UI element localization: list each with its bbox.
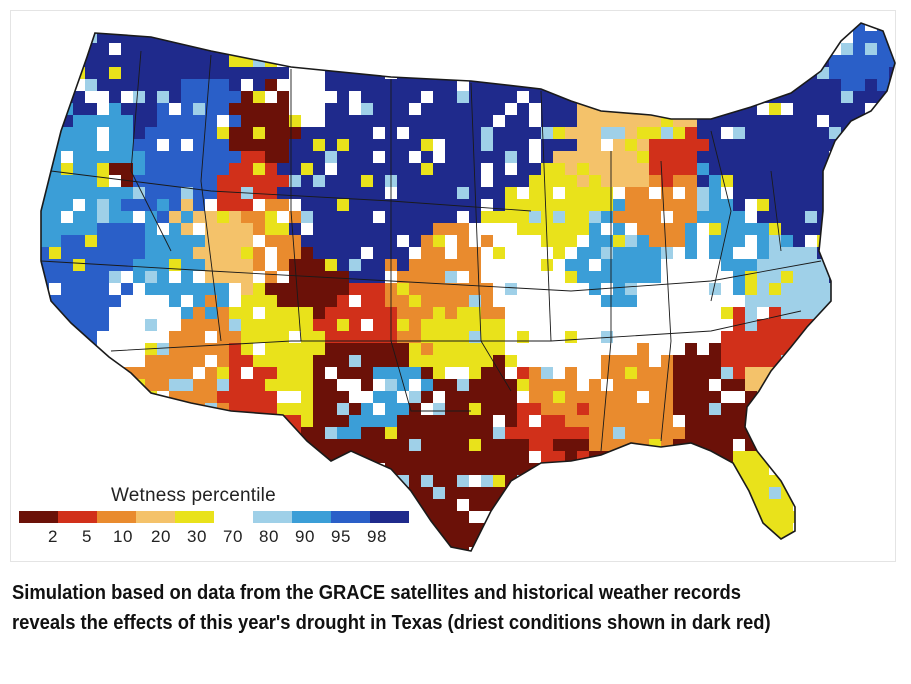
legend-tick-label: 10 [113, 527, 133, 546]
us-wetness-map [40, 22, 896, 552]
legend-tick-label: 20 [151, 527, 171, 546]
legend-swatch [331, 511, 370, 523]
legend-swatch [175, 511, 214, 523]
legend-tick-label: 95 [331, 527, 351, 546]
legend-tick-label: 90 [295, 527, 315, 546]
legend-tick-label: 98 [367, 527, 387, 546]
legend-swatch [214, 511, 253, 523]
legend-tick-label: 80 [259, 527, 279, 546]
legend-swatch [370, 511, 409, 523]
legend-color-bar [19, 511, 409, 523]
legend-tick-label: 5 [82, 527, 92, 546]
figure-frame: Wetness percentile 2 5 10 20 30 70 80 90 95 98 [10, 10, 896, 562]
legend-tick-label: 30 [187, 527, 207, 546]
legend-title: Wetness percentile [111, 485, 276, 506]
us-outline [40, 22, 896, 552]
legend-swatch [19, 511, 58, 523]
legend-swatch [253, 511, 292, 523]
legend-swatch [292, 511, 331, 523]
legend-tick-label: 2 [48, 527, 58, 546]
legend-swatch [58, 511, 97, 523]
legend-swatch [97, 511, 136, 523]
figure-caption: Simulation based on data from the GRACE … [12, 582, 771, 634]
legend-swatch [136, 511, 175, 523]
legend-tick-label: 70 [223, 527, 243, 546]
